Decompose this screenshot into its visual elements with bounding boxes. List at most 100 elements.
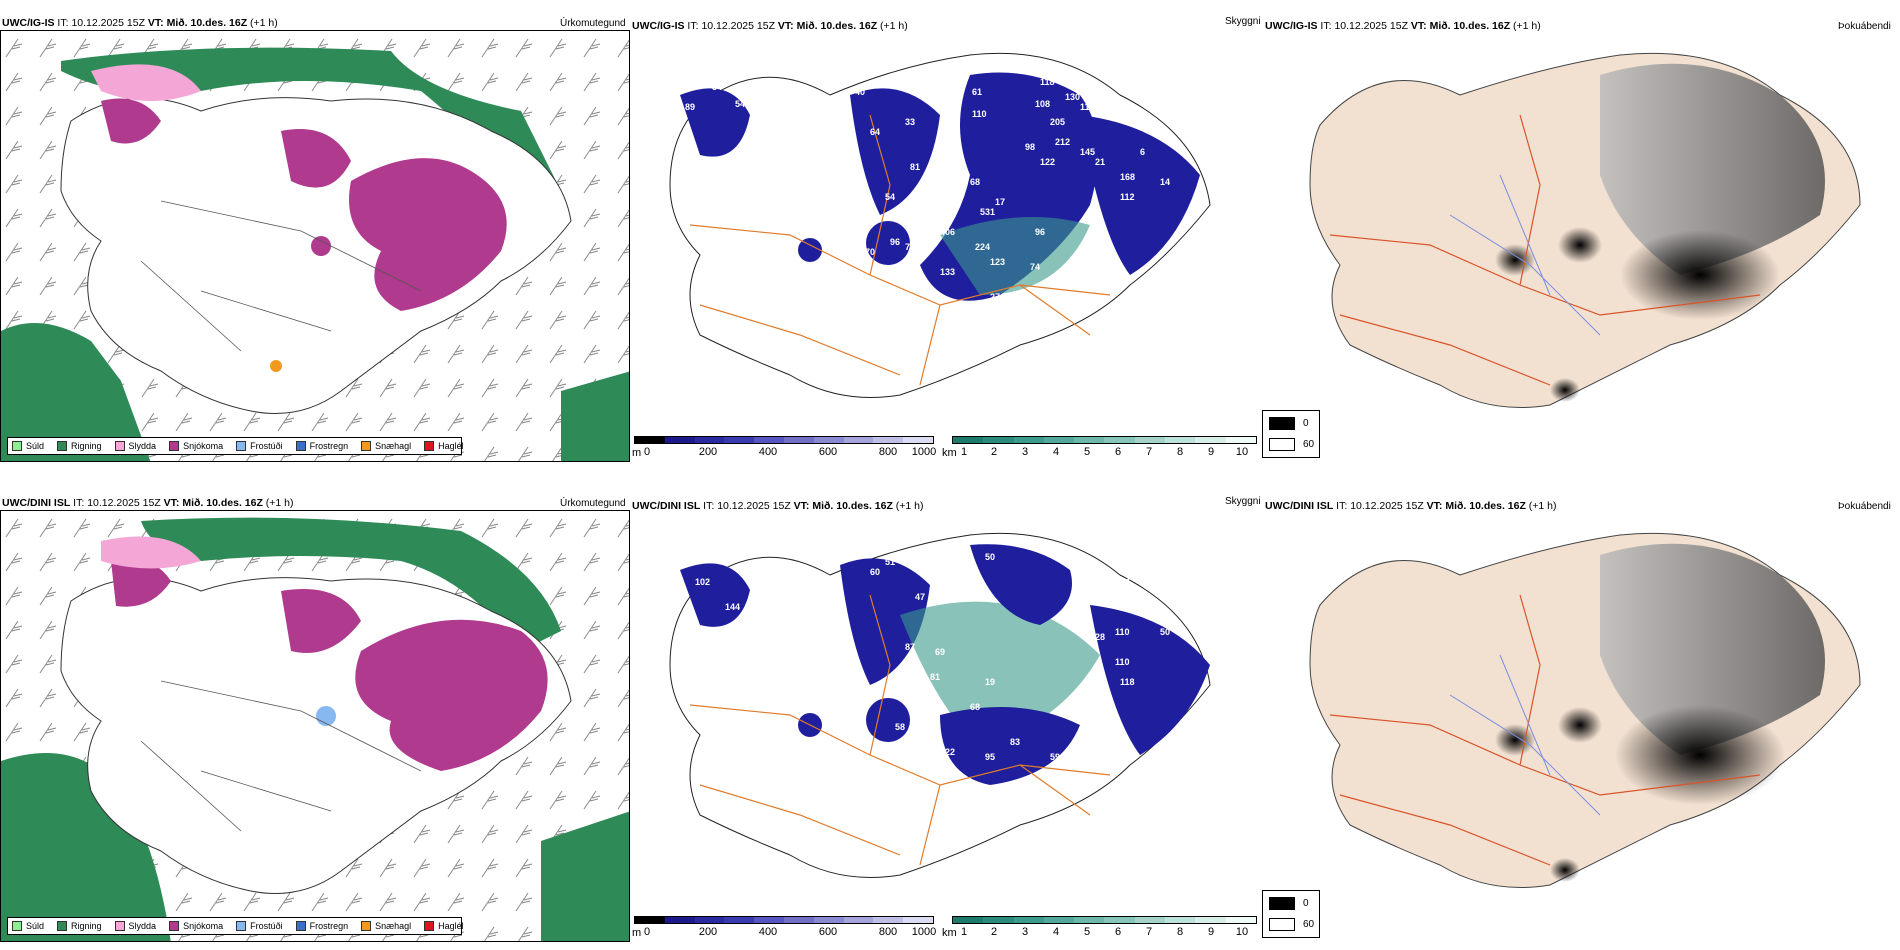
km-tick: 5 xyxy=(1083,446,1091,458)
row2-vis-header: UWC/DINI ISL IT: 10.12.2025 15Z VT: Mið.… xyxy=(632,500,924,512)
vis-number-label: 19 xyxy=(985,677,995,687)
road-network xyxy=(1329,114,1761,386)
fog-grey-area xyxy=(1600,63,1825,275)
km-tick: 6 xyxy=(1114,446,1122,458)
rain-area xyxy=(541,811,629,941)
vis-number-label: 51 xyxy=(885,557,895,567)
legend-swatch xyxy=(169,921,180,931)
vis-number-label: 50 xyxy=(985,552,995,562)
vis-number-label: 96 xyxy=(1035,227,1045,237)
legend-swatch xyxy=(57,921,68,931)
vis-number-label: 6 xyxy=(1140,147,1145,157)
km-tick: 6 xyxy=(1114,926,1122,938)
fog-legend-row: 60 xyxy=(1269,438,1314,451)
vis-number-label: 58 xyxy=(895,722,905,732)
river-network xyxy=(1449,174,1601,336)
vis-number-label: 17 xyxy=(995,197,1005,207)
vis-number-label: 95 xyxy=(970,827,980,837)
legend-item: Snæhagl xyxy=(361,441,411,451)
snow-area xyxy=(281,129,351,188)
legend-swatch xyxy=(295,441,306,451)
fog-swatch-black xyxy=(1269,897,1295,910)
vis-low-area xyxy=(970,544,1072,625)
km-tick: 8 xyxy=(1176,446,1184,458)
snow-area xyxy=(349,158,507,311)
vis-number-label: 123 xyxy=(990,257,1005,267)
legend-item: Snæhagl xyxy=(361,921,411,931)
vis-number-label: 73 xyxy=(1100,577,1110,587)
fog-legend-row: 0 xyxy=(1269,417,1309,430)
legend-item: Rigning xyxy=(57,921,102,931)
vis-number-label: 100 xyxy=(740,567,755,577)
vis-low-area xyxy=(680,88,750,157)
fog-legend: 0 60 xyxy=(1262,410,1320,458)
vis-number-label: 47 xyxy=(915,592,925,602)
vis-number-label: 54 xyxy=(712,82,722,92)
vis-number-label: 27 xyxy=(990,292,1000,302)
km-tick: 2 xyxy=(990,446,998,458)
vis-number-labels: 77 46 100 102 144 60 51 45 50 26 63 73 84 184 72 47 87 69… xyxy=(695,542,1170,837)
road-network xyxy=(1329,594,1761,866)
km-tick: 5 xyxy=(1083,926,1091,938)
legend-item: Snjókoma xyxy=(169,921,223,931)
fog-legend-row: 0 xyxy=(1269,897,1309,910)
row1-precip-map: Súld Rigning Slydda Snjókoma Frostúði Fr… xyxy=(0,30,630,462)
legend-swatch xyxy=(424,921,435,931)
vis-number-label: 68 xyxy=(970,702,980,712)
row2-precip-header: UWC/DINI ISL IT: 10.12.2025 15Z VT: Mið.… xyxy=(2,497,294,509)
vis-number-label: 59 xyxy=(1050,752,1060,762)
vis-number-label: 89 xyxy=(685,102,695,112)
legend-item: Slydda xyxy=(114,921,156,931)
vis-number-label: 70 xyxy=(865,247,875,257)
snow-area xyxy=(101,98,161,144)
row2-precip-map: Súld Rigning Slydda Snjókoma Frostúði Fr… xyxy=(0,510,630,942)
height-tick: 800 xyxy=(878,926,898,938)
height-colorbar-gradient xyxy=(634,916,934,924)
height-colorbar: m 0 200 400 600 800 1000 xyxy=(632,916,938,942)
vis-low-area xyxy=(1080,115,1200,275)
vis-number-label: 77 xyxy=(695,542,705,552)
vis-number-label: 531 xyxy=(980,207,995,217)
vis-map-svg: 77 46 100 102 144 60 51 45 50 26 63 73 84 184 72 47 87 69… xyxy=(669,532,1211,878)
vis-number-label: 406 xyxy=(940,227,955,237)
fog-swatch-black xyxy=(1269,417,1295,430)
vis-number-label: 15 xyxy=(692,67,702,77)
vis-number-label: 144 xyxy=(725,602,740,612)
vis-number-label: 96 xyxy=(890,237,900,247)
height-unit: m xyxy=(632,447,642,459)
height-colorbar: m 0 200 400 600 800 1000 xyxy=(632,436,938,462)
row1-vis-map: 15 54 89 54 40 64 33 39 61 110 118 108 130 114 98 205 21… xyxy=(640,35,1220,425)
vis-number-label: 63 xyxy=(950,312,960,322)
km-tick: 1 xyxy=(960,926,968,938)
vis-number-label: 128 xyxy=(1090,632,1105,642)
km-tick: 9 xyxy=(1207,446,1215,458)
legend-swatch xyxy=(361,921,372,931)
iceland-outline xyxy=(669,532,1211,878)
height-tick: 1000 xyxy=(911,926,937,938)
km-colorbar-gradient xyxy=(952,436,1257,444)
vis-number-label: 74 xyxy=(1030,262,1040,272)
precip-legend: Súld Rigning Slydda Snjókoma Frostúði Fr… xyxy=(7,917,464,935)
vis-number-label: 22 xyxy=(945,747,955,757)
fog-map-svg xyxy=(1309,52,1861,408)
legend-item: Súld xyxy=(12,921,44,931)
legend-item: Snjókoma xyxy=(169,441,223,451)
vis-number-label: 83 xyxy=(1010,737,1020,747)
vis-number-label: 95 xyxy=(985,752,995,762)
vis-number-label: 40 xyxy=(855,87,865,97)
vis-number-label: 26 xyxy=(1060,552,1070,562)
vis-number-label: 133 xyxy=(940,267,955,277)
row1-fog-header: UWC/IG-IS IT: 10.12.2025 15Z VT: Mið. 10… xyxy=(1265,20,1541,32)
vis-number-label: 39 xyxy=(940,92,950,102)
vis-number-label: 168 xyxy=(1120,172,1135,182)
snow-area xyxy=(281,589,361,653)
fog-legend-row: 60 xyxy=(1269,918,1314,931)
vis-number-label: 72 xyxy=(975,585,985,595)
vis-number-label: 130 xyxy=(1065,92,1080,102)
road-network xyxy=(689,114,1111,386)
height-tick: 600 xyxy=(818,926,838,938)
vis-number-label: 71 xyxy=(905,242,915,252)
legend-swatch xyxy=(12,441,22,451)
